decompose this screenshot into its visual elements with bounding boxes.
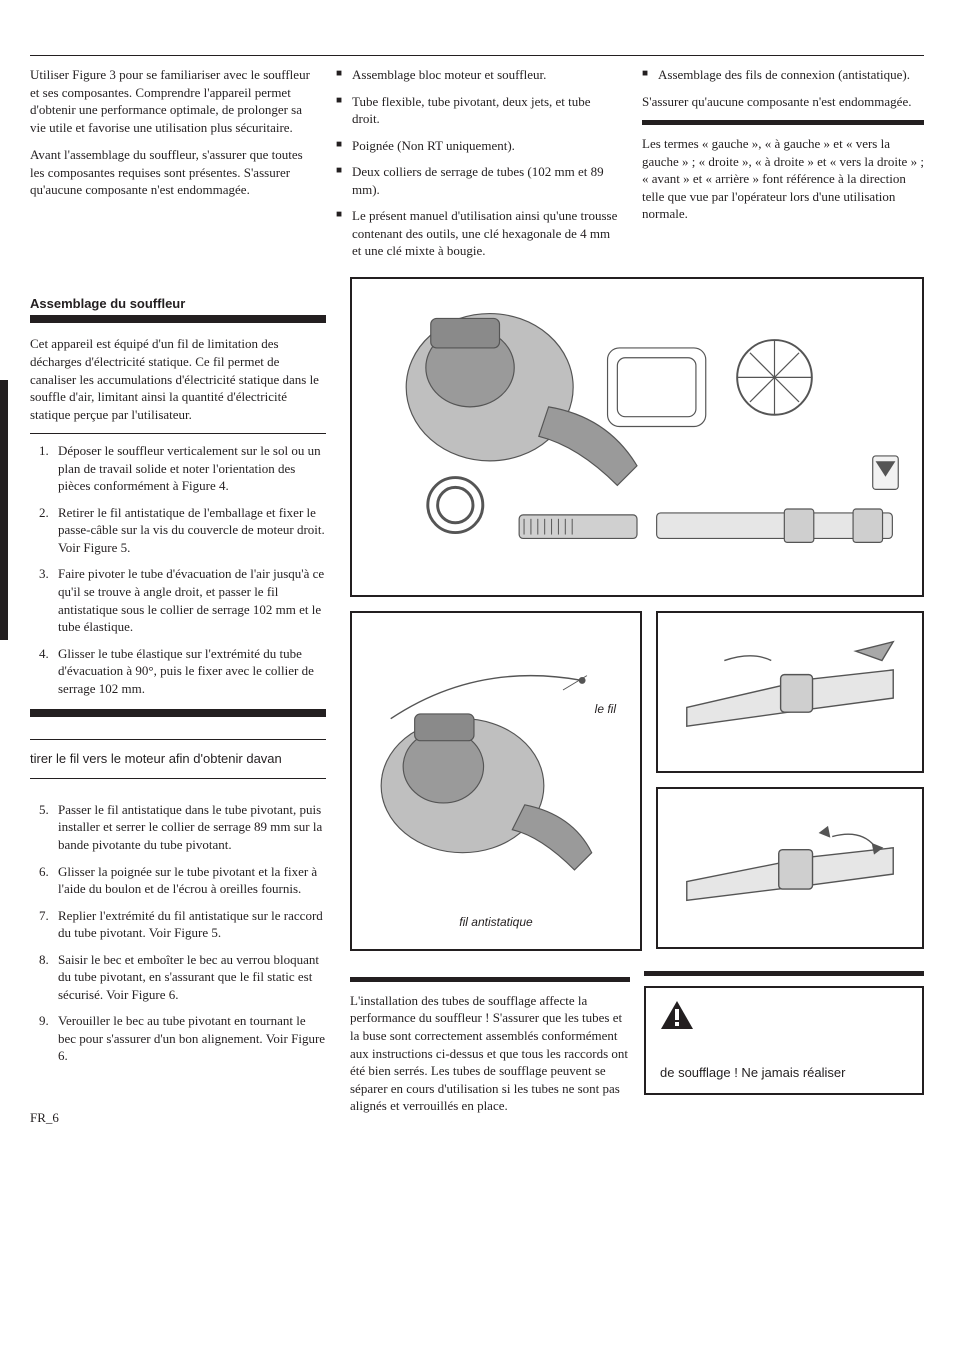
- intro-p1: Utiliser Figure 3 pour se familiariser a…: [30, 66, 312, 136]
- steps-list-b: Passer le fil antistatique dans le tube …: [30, 801, 326, 1065]
- col3-p2: Les termes « gauche », « à gauche » et «…: [642, 135, 924, 223]
- list-item: Assemblage des fils de connexion (antist…: [642, 66, 924, 84]
- list-item: Assemblage bloc moteur et souffleur.: [336, 66, 618, 84]
- warning-top-rule: de soufflage ! Ne jamais réaliser: [644, 971, 924, 1096]
- top-col-1: Utiliser Figure 3 pour se familiariser a…: [30, 66, 312, 269]
- figure-6a: [656, 611, 924, 773]
- title-underbar: [30, 315, 326, 323]
- components-list: Assemblage bloc moteur et souffleur. Tub…: [336, 66, 618, 260]
- list-item: Poignée (Non RT uniquement).: [336, 137, 618, 155]
- step-item: Replier l'extrémité du fil antistatique …: [52, 907, 326, 942]
- fig5-label-bottom: fil antistatique: [362, 914, 630, 930]
- step-item: Retirer le fil antistatique de l'emballa…: [52, 504, 326, 557]
- nozzle-lock-illustration-b: [668, 799, 912, 930]
- main-area: Assemblage du souffleur Cet appareil est…: [30, 277, 924, 1115]
- list-item: Deux colliers de serrage de tubes (102 m…: [336, 163, 618, 198]
- col3-p1: S'assurer qu'aucune composante n'est end…: [642, 93, 924, 111]
- antistatic-wire-illustration: [362, 623, 630, 910]
- bottom-row: L'installation des tubes de soufflage af…: [350, 971, 924, 1115]
- note-text: L'installation des tubes de soufflage af…: [350, 992, 630, 1115]
- divider: [30, 433, 326, 434]
- divider-bar: [30, 709, 326, 717]
- step-item: Déposer le souffleur verticalement sur l…: [52, 442, 326, 495]
- list-item: Le présent manuel d'utilisation ainsi qu…: [336, 207, 618, 260]
- figure-5: le fil fil antistatique: [350, 611, 642, 951]
- intro-p2: Avant l'assemblage du souffleur, s'assur…: [30, 146, 312, 199]
- fig5-label-top: le fil: [595, 701, 616, 717]
- warning-column: de soufflage ! Ne jamais réaliser: [644, 971, 924, 1115]
- top-columns: Utiliser Figure 3 pour se familiariser a…: [30, 66, 924, 269]
- step-item: Passer le fil antistatique dans le tube …: [52, 801, 326, 854]
- step-item: Verouiller le bec au tube pivotant en to…: [52, 1012, 326, 1065]
- right-area: le fil fil antistatique: [350, 277, 924, 1115]
- figure-4: [350, 277, 924, 597]
- section-title: Assemblage du souffleur: [30, 295, 326, 313]
- top-rule: [30, 55, 924, 56]
- step-item: Faire pivoter le tube d'évacuation de l'…: [52, 565, 326, 635]
- figure-row: le fil fil antistatique: [350, 611, 924, 965]
- assemble-intro: Cet appareil est équipé d'un fil de limi…: [30, 335, 326, 423]
- figure-6-column: [656, 611, 924, 965]
- left-column: Assemblage du souffleur Cet appareil est…: [30, 277, 326, 1115]
- divider: [642, 120, 924, 125]
- page-number: FR_6: [30, 1109, 59, 1127]
- note-box: L'installation des tubes de soufflage af…: [350, 977, 630, 1115]
- steps-list-a: Déposer le souffleur verticalement sur l…: [30, 442, 326, 697]
- top-col-2: Assemblage bloc moteur et souffleur. Tub…: [336, 66, 618, 269]
- step-item: Saisir le bec et emboîter le bec au verr…: [52, 951, 326, 1004]
- warning-text: de soufflage ! Ne jamais réaliser: [660, 1064, 908, 1082]
- figure-6b: [656, 787, 924, 949]
- mid-truncated-text: tirer le fil vers le moteur afin d'obten…: [30, 739, 326, 779]
- warning-box: de soufflage ! Ne jamais réaliser: [644, 986, 924, 1096]
- mid-text: tirer le fil vers le moteur afin d'obten…: [30, 751, 282, 766]
- step-item: Glisser la poignée sur le tube pivotant …: [52, 863, 326, 898]
- warning-icon: [660, 1000, 694, 1030]
- blower-components-illustration: [362, 289, 912, 584]
- list-item: Tube flexible, tube pivotant, deux jets,…: [336, 93, 618, 128]
- components-list-2: Assemblage des fils de connexion (antist…: [642, 66, 924, 84]
- top-col-3: Assemblage des fils de connexion (antist…: [642, 66, 924, 269]
- side-tab: [0, 380, 8, 640]
- step-item: Glisser le tube élastique sur l'extrémit…: [52, 645, 326, 698]
- nozzle-lock-illustration-a: [668, 623, 912, 754]
